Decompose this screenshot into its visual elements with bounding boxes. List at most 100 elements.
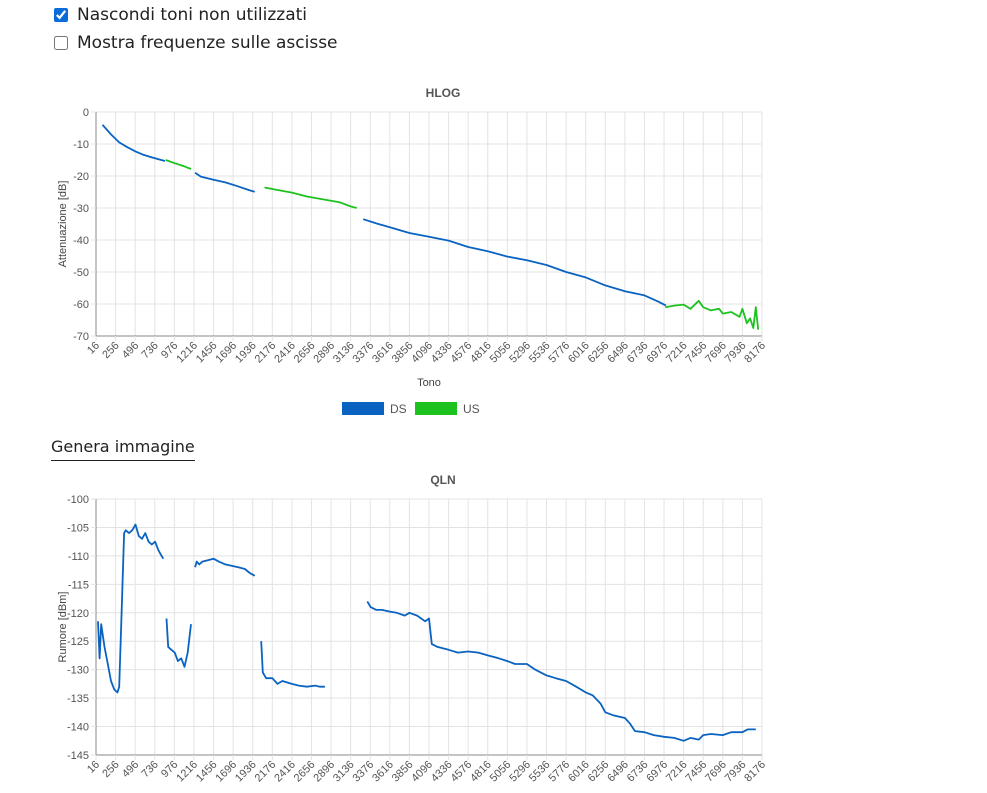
x-tick-label: 496	[120, 759, 141, 780]
x-tick-label: 6496	[605, 759, 631, 785]
y-tick-label: -115	[68, 579, 89, 591]
x-tick-label: 1216	[174, 759, 200, 785]
x-tick-label: 1936	[233, 759, 259, 785]
x-tick-label: 1696	[213, 340, 239, 366]
series-ds-line	[194, 557, 256, 577]
x-tick-label: 4096	[409, 759, 435, 785]
series-ds-line	[362, 218, 667, 307]
x-tick-label: 4336	[429, 759, 455, 785]
x-tick-label: 736	[139, 759, 160, 780]
x-tick-label: 3616	[370, 340, 396, 366]
x-tick-label: 6736	[625, 759, 651, 785]
series-ds-line	[260, 641, 325, 688]
x-tick-label: 7216	[664, 340, 690, 366]
y-tick-label: -125	[67, 636, 89, 648]
y-tick-label: -70	[73, 331, 89, 343]
x-tick-label: 736	[139, 340, 160, 361]
y-tick-label: -145	[67, 750, 89, 762]
x-tick-label: 7456	[684, 759, 710, 785]
x-tick-label: 3616	[370, 759, 396, 785]
y-tick-label: -30	[73, 203, 89, 215]
x-tick-label: 6976	[644, 340, 670, 366]
hide-unused-tones-option[interactable]: Nascondi toni non utilizzati	[54, 5, 307, 25]
x-tick-label: 3376	[351, 340, 377, 366]
x-tick-label: 4816	[468, 340, 494, 366]
y-axis-label: Attenuazione [dB]	[57, 181, 69, 268]
x-tick-label: 1696	[213, 759, 239, 785]
chart-qln: -100 -105 -110 -115 -120 -125 -130 -135 -140 -145…	[57, 473, 768, 784]
x-tick-label: 1936	[233, 340, 259, 366]
y-tick-label: -130	[67, 665, 89, 677]
x-tick-label: 4576	[448, 340, 474, 366]
series-us-line	[165, 159, 192, 170]
series-ds-line	[194, 172, 255, 193]
x-tick-label: 2656	[292, 759, 318, 785]
x-tick-label: 8176	[742, 340, 768, 366]
x-tick-label: 7696	[703, 340, 729, 366]
x-tick-label: 256	[100, 759, 121, 780]
legend-label-us: US	[463, 402, 480, 416]
x-tick-label: 7936	[723, 340, 749, 366]
x-tick-label: 4816	[468, 759, 494, 785]
x-tick-label: 3136	[331, 759, 357, 785]
x-tick-label: 3856	[390, 759, 416, 785]
x-tick-label: 7456	[684, 340, 710, 366]
x-tick-label: 1456	[194, 759, 220, 785]
x-tick-label: 6256	[586, 759, 612, 785]
x-tick-label: 4096	[409, 340, 435, 366]
x-tick-label: 1456	[194, 340, 220, 366]
series-us-line	[665, 299, 760, 330]
x-tick-label: 5056	[488, 759, 514, 785]
x-tick-label: 5056	[488, 340, 514, 366]
legend-label-ds: DS	[390, 402, 407, 416]
x-tick-label: 5536	[527, 759, 553, 785]
x-tick-label: 7936	[723, 759, 749, 785]
x-tick-label: 2656	[292, 340, 318, 366]
y-tick-label: -120	[67, 608, 89, 620]
x-tick-label: 3136	[331, 340, 357, 366]
x-axis-label: Tono	[417, 377, 441, 389]
chart-title: HLOG	[426, 86, 461, 100]
x-tick-label: 496	[120, 340, 141, 361]
y-tick-label: -105	[67, 522, 89, 534]
hide-unused-tones-checkbox[interactable]	[54, 8, 68, 22]
series-ds-line	[165, 618, 192, 668]
x-tick-label: 6736	[625, 340, 651, 366]
x-tick-label: 2176	[253, 759, 279, 785]
x-tick-label: 7216	[664, 759, 690, 785]
chart-hlog: 0-10-20-30-40-50-60-70162564967369761216…	[57, 86, 768, 416]
x-tick-label: 5296	[507, 759, 533, 785]
x-tick-label: 1216	[174, 340, 200, 366]
x-tick-label: 2176	[253, 340, 279, 366]
legend: DS US	[342, 402, 480, 416]
show-frequencies-label: Mostra frequenze sulle ascisse	[77, 33, 338, 53]
series-ds-line	[366, 600, 756, 742]
x-tick-label: 6496	[605, 340, 631, 366]
y-tick-label: -10	[73, 139, 89, 151]
x-tick-label: 6016	[566, 340, 592, 366]
series-ds-line	[101, 124, 166, 162]
x-tick-label: 2416	[272, 340, 298, 366]
x-tick-label: 2416	[272, 759, 298, 785]
series-ds-line	[97, 523, 165, 694]
x-tick-label: 2896	[311, 340, 337, 366]
hide-unused-tones-label: Nascondi toni non utilizzati	[77, 5, 308, 25]
y-tick-label: -140	[67, 722, 89, 734]
legend-swatch-us	[415, 402, 457, 415]
x-tick-label: 5296	[507, 340, 533, 366]
y-axis-label: Rumore [dBm]	[57, 592, 69, 663]
chart-title: QLN	[430, 473, 455, 487]
series-us-line	[264, 186, 357, 209]
x-tick-label: 6976	[644, 759, 670, 785]
x-tick-label: 3376	[351, 759, 377, 785]
x-tick-label: 6016	[566, 759, 592, 785]
x-tick-label: 6256	[586, 340, 612, 366]
show-frequencies-checkbox[interactable]	[54, 36, 68, 50]
y-tick-label: -20	[73, 171, 89, 183]
x-tick-label: 5776	[546, 340, 572, 366]
y-tick-label: -100	[67, 494, 89, 506]
show-frequencies-option[interactable]: Mostra frequenze sulle ascisse	[54, 33, 338, 53]
generate-image-button[interactable]: Genera immagine	[51, 437, 195, 461]
x-tick-label: 8176	[742, 759, 768, 785]
